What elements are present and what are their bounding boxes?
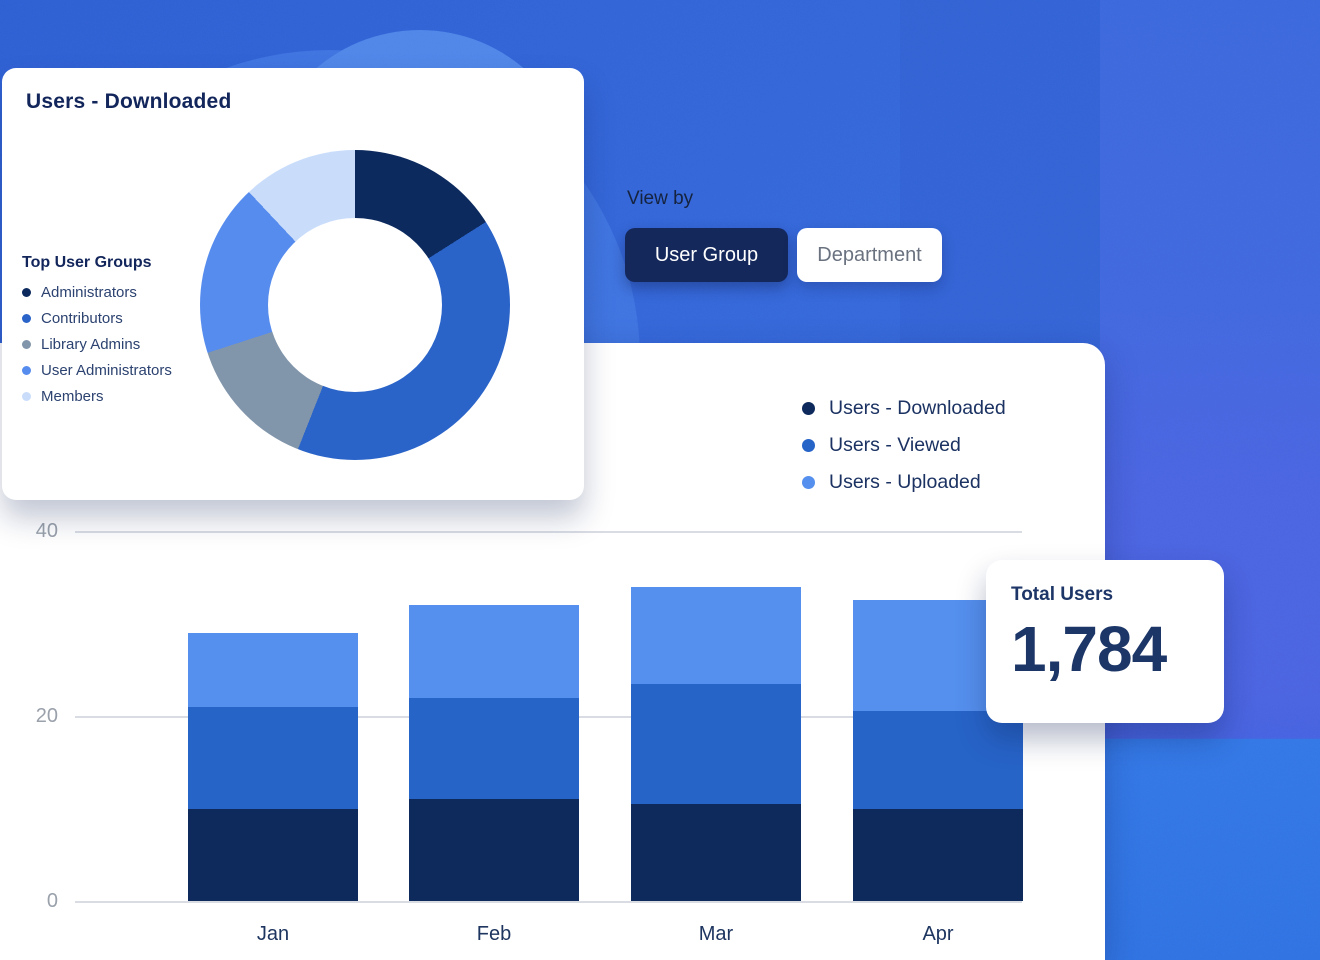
donut-legend-label: Contributors <box>41 309 123 327</box>
total-users-card: Total Users 1,784 <box>986 560 1224 723</box>
legend-dot-icon <box>802 439 815 452</box>
background-right-strip <box>1100 0 1320 960</box>
y-axis-tick-label: 0 <box>46 890 58 912</box>
view-by-toggle: User Group Department <box>625 228 942 282</box>
total-users-value: 1,784 <box>1011 613 1167 685</box>
view-by-label: View by <box>627 188 694 209</box>
bar-chart-legend: Users - Downloaded Users - Viewed Users - … <box>802 390 1006 501</box>
donut-hole <box>268 218 442 392</box>
legend-dot-icon <box>22 287 31 297</box>
bar-legend-item: Users - Viewed <box>802 427 1006 464</box>
donut-legend-label: Library Admins <box>41 335 141 353</box>
x-axis-category-label: Apr <box>922 923 954 945</box>
x-axis-category-label: Feb <box>476 923 512 945</box>
bar-segment <box>409 697 579 800</box>
bar-segment <box>409 799 579 901</box>
donut-legend-item: User Administrators <box>22 357 172 383</box>
donut-chart <box>200 150 510 460</box>
bar-segment <box>631 803 801 901</box>
donut-legend-label: Members <box>41 387 104 405</box>
bar-legend-label: Users - Viewed <box>829 434 961 456</box>
gridline <box>75 531 1022 533</box>
view-by-department-button[interactable]: Department <box>797 228 942 282</box>
donut-legend-label: User Administrators <box>41 361 172 379</box>
legend-dot-icon <box>22 339 31 349</box>
legend-dot-icon <box>802 476 815 489</box>
donut-card-title: Users - Downloaded <box>26 90 232 113</box>
y-axis-tick-label: 40 <box>35 520 58 542</box>
donut-chart-card: Users - Downloaded Top User Groups Admin… <box>2 68 584 500</box>
bar-segment <box>188 808 358 901</box>
legend-dot-icon <box>22 313 31 323</box>
bar-segment <box>409 605 579 698</box>
y-axis-tick-label: 20 <box>35 705 58 727</box>
legend-dot-icon <box>802 402 815 415</box>
donut-legend-label: Administrators <box>41 283 137 301</box>
donut-legend-item: Contributors <box>22 305 172 331</box>
bar-segment <box>631 586 801 684</box>
view-by-user-group-button[interactable]: User Group <box>625 228 788 282</box>
donut-legend-item: Administrators <box>22 279 172 305</box>
total-users-label: Total Users <box>1011 584 1114 605</box>
bar-segment <box>188 706 358 809</box>
bar-legend-item: Users - Uploaded <box>802 464 1006 501</box>
bar-legend-label: Users - Downloaded <box>829 397 1006 419</box>
donut-legend-title: Top User Groups <box>22 254 152 271</box>
bar-segment <box>853 808 1023 901</box>
bar-segment <box>631 683 801 804</box>
legend-dot-icon <box>22 365 31 375</box>
donut-legend: Administrators Contributors Library Admins… <box>22 279 172 409</box>
bar-legend-item: Users - Downloaded <box>802 390 1006 427</box>
x-axis-category-label: Mar <box>698 923 734 945</box>
donut-legend-item: Members <box>22 383 172 409</box>
gridline <box>75 901 1022 903</box>
bar-segment <box>853 711 1023 809</box>
x-axis-category-label: Jan <box>256 923 290 945</box>
bar-legend-label: Users - Uploaded <box>829 471 981 493</box>
legend-dot-icon <box>22 391 31 401</box>
bar-segment <box>188 632 358 707</box>
donut-legend-item: Library Admins <box>22 331 172 357</box>
